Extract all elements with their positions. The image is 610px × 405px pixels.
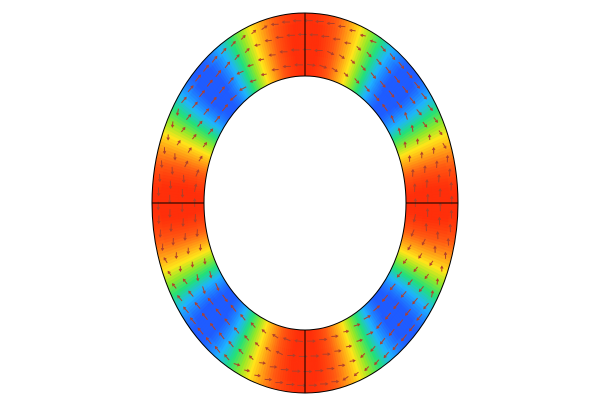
inner-boundary [203,75,407,331]
